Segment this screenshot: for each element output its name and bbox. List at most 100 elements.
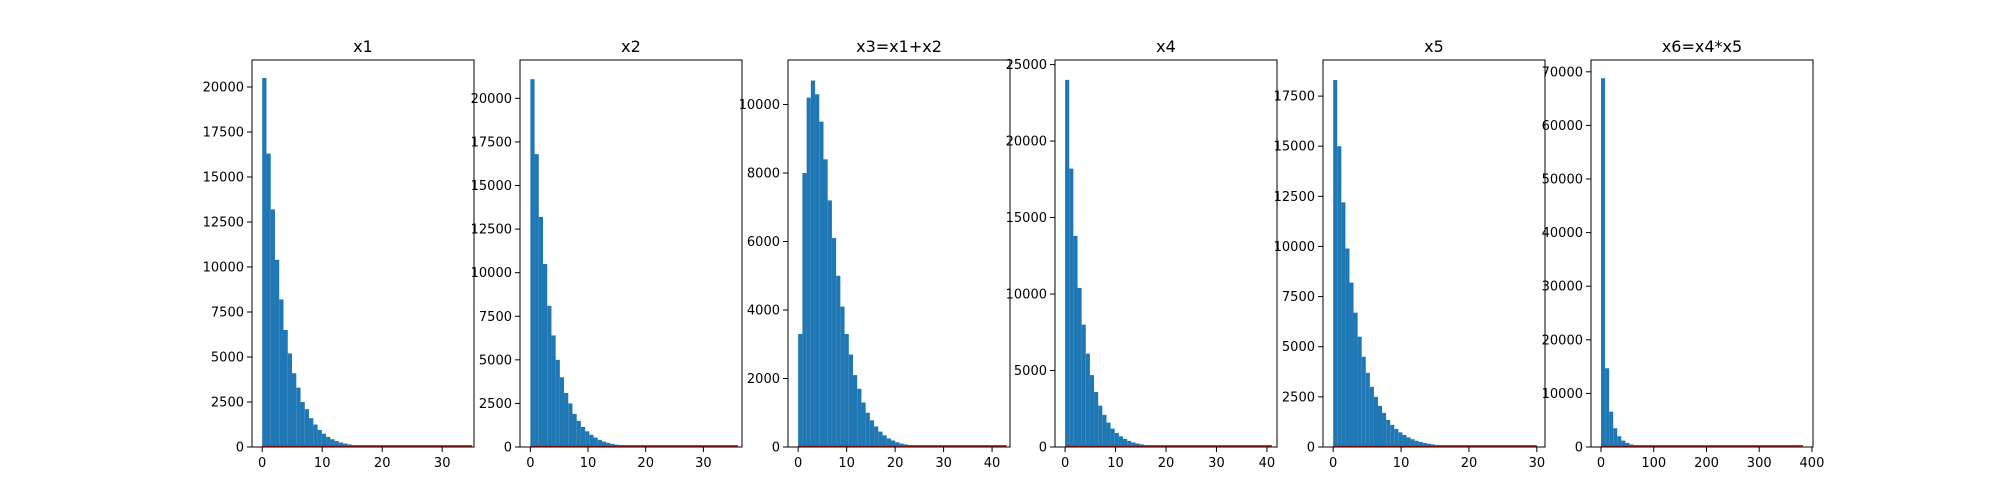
histogram-bar xyxy=(1390,424,1395,447)
histogram-bar xyxy=(530,79,535,448)
y-tick-label: 7500 xyxy=(479,310,512,325)
y-tick-label: 10000 xyxy=(1542,387,1583,402)
histogram-bar xyxy=(547,305,552,447)
histogram-bar xyxy=(606,442,611,447)
y-tick-label: 12500 xyxy=(471,223,512,238)
y-tick-label: 5000 xyxy=(479,353,512,368)
axes-frame xyxy=(1590,59,1814,448)
y-tick-label: 5000 xyxy=(1014,364,1047,379)
histogram-bar xyxy=(1402,434,1407,447)
x-tick-label: 30 xyxy=(695,456,712,471)
histogram-bar xyxy=(853,375,858,447)
panel-title: x2 xyxy=(621,37,641,56)
y-tick-label: 10000 xyxy=(471,266,512,281)
axes-frame xyxy=(787,59,1011,448)
y-tick-label: 40000 xyxy=(1542,226,1583,241)
histogram-bar xyxy=(815,94,820,447)
y-tick-label: 10000 xyxy=(739,98,780,113)
histogram-bar xyxy=(580,426,586,447)
panel-x6: x6=x4*x5 0 100 200 300 400 0 10000 20000 30000 40… xyxy=(1542,37,1825,471)
y-tick-label: 0 xyxy=(1307,441,1315,456)
histogram-bar xyxy=(1098,405,1103,447)
histogram-bar xyxy=(1127,440,1132,447)
x-tick-label: 30 xyxy=(434,456,451,471)
histogram-bar xyxy=(1382,412,1387,447)
panel-x3: x3=x1+x2 0 10 20 30 40 0 2000 4000 6000 8000 10000 xyxy=(739,37,1011,471)
histogram-bar xyxy=(296,387,301,447)
x-tick-label: 20 xyxy=(637,456,654,471)
histogram-bar xyxy=(1369,386,1374,447)
histogram-bar xyxy=(309,418,314,447)
histogram-bar xyxy=(1110,428,1115,447)
y-tick-label: 5000 xyxy=(211,351,244,366)
panel-title: x5 xyxy=(1424,37,1444,56)
histogram-bar xyxy=(874,426,879,447)
histogram-bar xyxy=(1398,432,1403,447)
x-tick-label: 0 xyxy=(794,456,802,471)
panel-x2: x2 0 10 20 30 0 2500 5000 7500 10000 12500 15000 17… xyxy=(471,37,743,471)
y-tick-label: 2500 xyxy=(211,396,244,411)
histogram-bar xyxy=(576,420,581,447)
y-tick-label: 60000 xyxy=(1542,119,1583,134)
histogram-bar xyxy=(848,354,853,447)
x-tick-label: 0 xyxy=(1329,456,1337,471)
histogram-bar xyxy=(1621,440,1626,447)
y-tick-label: 0 xyxy=(1575,441,1583,456)
histogram-bar xyxy=(317,429,322,447)
x-tick-label: 300 xyxy=(1747,456,1772,471)
y-tick-label: 17500 xyxy=(203,126,244,141)
histogram-bar xyxy=(589,434,594,447)
histogram-bar xyxy=(1349,282,1354,447)
y-tick-label: 15000 xyxy=(1006,211,1047,226)
y-tick-label: 4000 xyxy=(747,304,780,319)
x-tick-label: 30 xyxy=(1529,456,1546,471)
histogram-bar xyxy=(1341,202,1346,447)
histogram-bar xyxy=(869,420,875,447)
histogram-bar xyxy=(1353,312,1358,447)
histogram-bar xyxy=(827,200,832,447)
histogram-bar xyxy=(819,121,824,448)
histogram-bar xyxy=(878,431,883,447)
histogram-bar xyxy=(1613,428,1618,447)
histogram-bar xyxy=(865,412,870,447)
histogram-bar xyxy=(270,209,275,447)
histogram-bar xyxy=(1106,422,1111,447)
panel-title: x4 xyxy=(1156,37,1176,56)
panel-title: x1 xyxy=(353,37,373,56)
histogram-bar xyxy=(886,438,891,447)
y-tick-label: 17500 xyxy=(1274,90,1315,105)
histogram-bar xyxy=(1410,439,1415,447)
histogram-bars xyxy=(798,80,934,448)
histogram-bar xyxy=(861,402,866,447)
histogram-bar xyxy=(1333,80,1338,448)
histogram-bar xyxy=(1081,324,1086,447)
y-tick-label: 7500 xyxy=(1282,290,1315,305)
histogram-bar xyxy=(572,413,577,447)
histogram-bar xyxy=(1386,419,1391,447)
histogram-bar xyxy=(1094,391,1099,447)
x-tick-label: 20 xyxy=(374,456,391,471)
histogram-bar xyxy=(601,441,607,447)
histogram-bar xyxy=(321,433,327,447)
histogram-bar xyxy=(538,216,544,447)
histogram-bar xyxy=(568,403,573,447)
histogram-bar xyxy=(1102,414,1107,447)
y-tick-label: 10000 xyxy=(1006,288,1047,303)
panel-title: x6=x4*x5 xyxy=(1662,37,1742,56)
histogram-bar xyxy=(895,442,900,447)
y-tick-label: 7500 xyxy=(211,306,244,321)
x-tick-label: 0 xyxy=(1597,456,1605,471)
y-tick-label: 6000 xyxy=(747,235,780,250)
x-tick-label: 20 xyxy=(1461,456,1478,471)
histogram-bars xyxy=(530,79,636,448)
histogram-bar xyxy=(283,330,288,447)
x-tick-label: 0 xyxy=(258,456,266,471)
histogram-bar xyxy=(534,154,539,447)
x-tick-label: 40 xyxy=(984,456,1001,471)
histogram-bar xyxy=(279,299,284,447)
x-tick-label: 0 xyxy=(1061,456,1069,471)
y-tick-label: 17500 xyxy=(471,135,512,150)
x-tick-label: 0 xyxy=(526,456,534,471)
y-tick-label: 20000 xyxy=(471,92,512,107)
y-tick-label: 15000 xyxy=(1274,140,1315,155)
